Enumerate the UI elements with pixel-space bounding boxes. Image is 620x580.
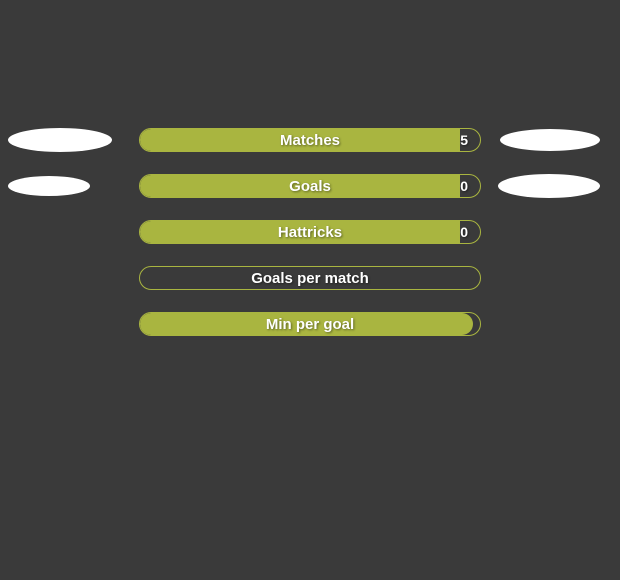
stats-area: Matches 5 Goals 0 Hattricks 0 Goals per match M… [0, 117, 620, 347]
stat-row: Matches 5 [0, 117, 620, 163]
stat-row: Goals per match [0, 255, 620, 301]
stat-label: Goals per match [251, 270, 369, 287]
stat-row: Goals 0 [0, 163, 620, 209]
right-ellipse [498, 174, 600, 198]
stat-row: Min per goal [0, 301, 620, 347]
stat-bar: Goals 0 [139, 174, 481, 198]
stat-bar: Hattricks 0 [139, 220, 481, 244]
stat-label: Min per goal [266, 316, 354, 333]
stat-value: 0 [460, 178, 468, 194]
stat-bar: Min per goal [139, 312, 481, 336]
stat-label: Matches [280, 132, 340, 149]
stat-row: Hattricks 0 [0, 209, 620, 255]
stat-label: Hattricks [278, 224, 342, 241]
stat-value: 0 [460, 224, 468, 240]
left-ellipse [8, 128, 112, 152]
stat-bar: Matches 5 [139, 128, 481, 152]
stat-label: Goals [289, 178, 331, 195]
right-ellipse [500, 129, 600, 151]
left-ellipse [8, 176, 90, 196]
stat-value: 5 [460, 132, 468, 148]
stat-bar: Goals per match [139, 266, 481, 290]
